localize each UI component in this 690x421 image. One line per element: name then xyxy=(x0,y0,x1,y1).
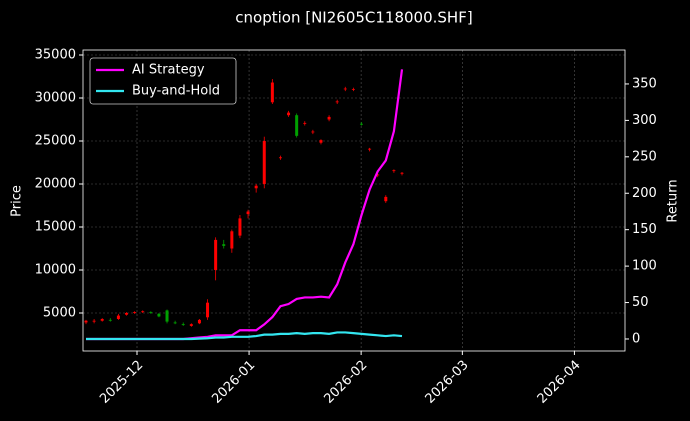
y-tick-label: 20000 xyxy=(35,176,76,191)
candle-body xyxy=(359,123,363,125)
candle-body xyxy=(343,88,347,90)
candle-body xyxy=(92,320,96,322)
candle-body xyxy=(254,185,258,189)
candle-body xyxy=(157,313,161,317)
legend-box xyxy=(89,57,237,105)
candle-body xyxy=(278,157,282,159)
candle-body xyxy=(319,140,323,143)
candle-body xyxy=(295,115,299,136)
candle-body xyxy=(270,82,274,103)
candle-body xyxy=(84,320,88,323)
y-tick-label: 25000 xyxy=(35,133,76,148)
y2-tick-label: 100 xyxy=(632,259,657,274)
candle-body xyxy=(214,239,218,270)
candle-body xyxy=(287,112,291,116)
legend-label: Buy-and-Hold xyxy=(132,84,220,99)
candle-body xyxy=(400,172,404,174)
candle-body xyxy=(311,131,315,133)
y-tick-label: 15000 xyxy=(35,219,76,234)
y-tick-label: 30000 xyxy=(35,90,76,105)
y-tick-label: 35000 xyxy=(35,47,76,62)
candle-body xyxy=(181,324,185,326)
plot-frame xyxy=(82,49,626,352)
y2-tick-label: 50 xyxy=(632,295,649,310)
candle-body xyxy=(125,312,129,315)
candle-body xyxy=(262,140,266,184)
y-tick-label: 10000 xyxy=(35,262,76,277)
candle-body xyxy=(376,174,380,176)
candle-body xyxy=(165,310,169,322)
candle-body xyxy=(189,324,193,326)
candle-body xyxy=(351,88,355,90)
y2-tick-label: 0 xyxy=(632,331,640,346)
candle-body xyxy=(116,315,120,320)
candle-body xyxy=(206,302,210,318)
candle-body xyxy=(327,116,331,120)
y2-axis-label: Return xyxy=(666,179,681,222)
candle-body xyxy=(368,148,372,150)
candle-body xyxy=(238,218,242,236)
y2-tick-label: 200 xyxy=(632,186,657,201)
y2-tick-label: 250 xyxy=(632,149,657,164)
candle-body xyxy=(141,311,145,313)
candle-body xyxy=(230,231,234,249)
candle-body xyxy=(246,211,250,215)
chart-title: cnoption [NI2605C118000.SHF] xyxy=(235,9,472,27)
y-tick-label: 5000 xyxy=(43,305,76,320)
candle-body xyxy=(108,319,112,321)
candle-body xyxy=(149,312,153,313)
return-line xyxy=(86,331,403,341)
candle-body xyxy=(384,196,388,202)
y2-tick-label: 300 xyxy=(632,113,657,128)
candle-body xyxy=(303,122,307,124)
candle-body xyxy=(173,322,177,324)
y2-tick-label: 350 xyxy=(632,76,657,91)
candle-body xyxy=(222,244,226,246)
candle-body xyxy=(100,319,104,321)
legend-label: AI Strategy xyxy=(132,63,205,78)
candle-body xyxy=(392,170,396,172)
y-axis-label: Price xyxy=(10,185,25,217)
candle-body xyxy=(133,312,137,313)
y2-tick-label: 150 xyxy=(632,222,657,237)
candle-body xyxy=(197,319,201,324)
candle-body xyxy=(335,101,339,103)
